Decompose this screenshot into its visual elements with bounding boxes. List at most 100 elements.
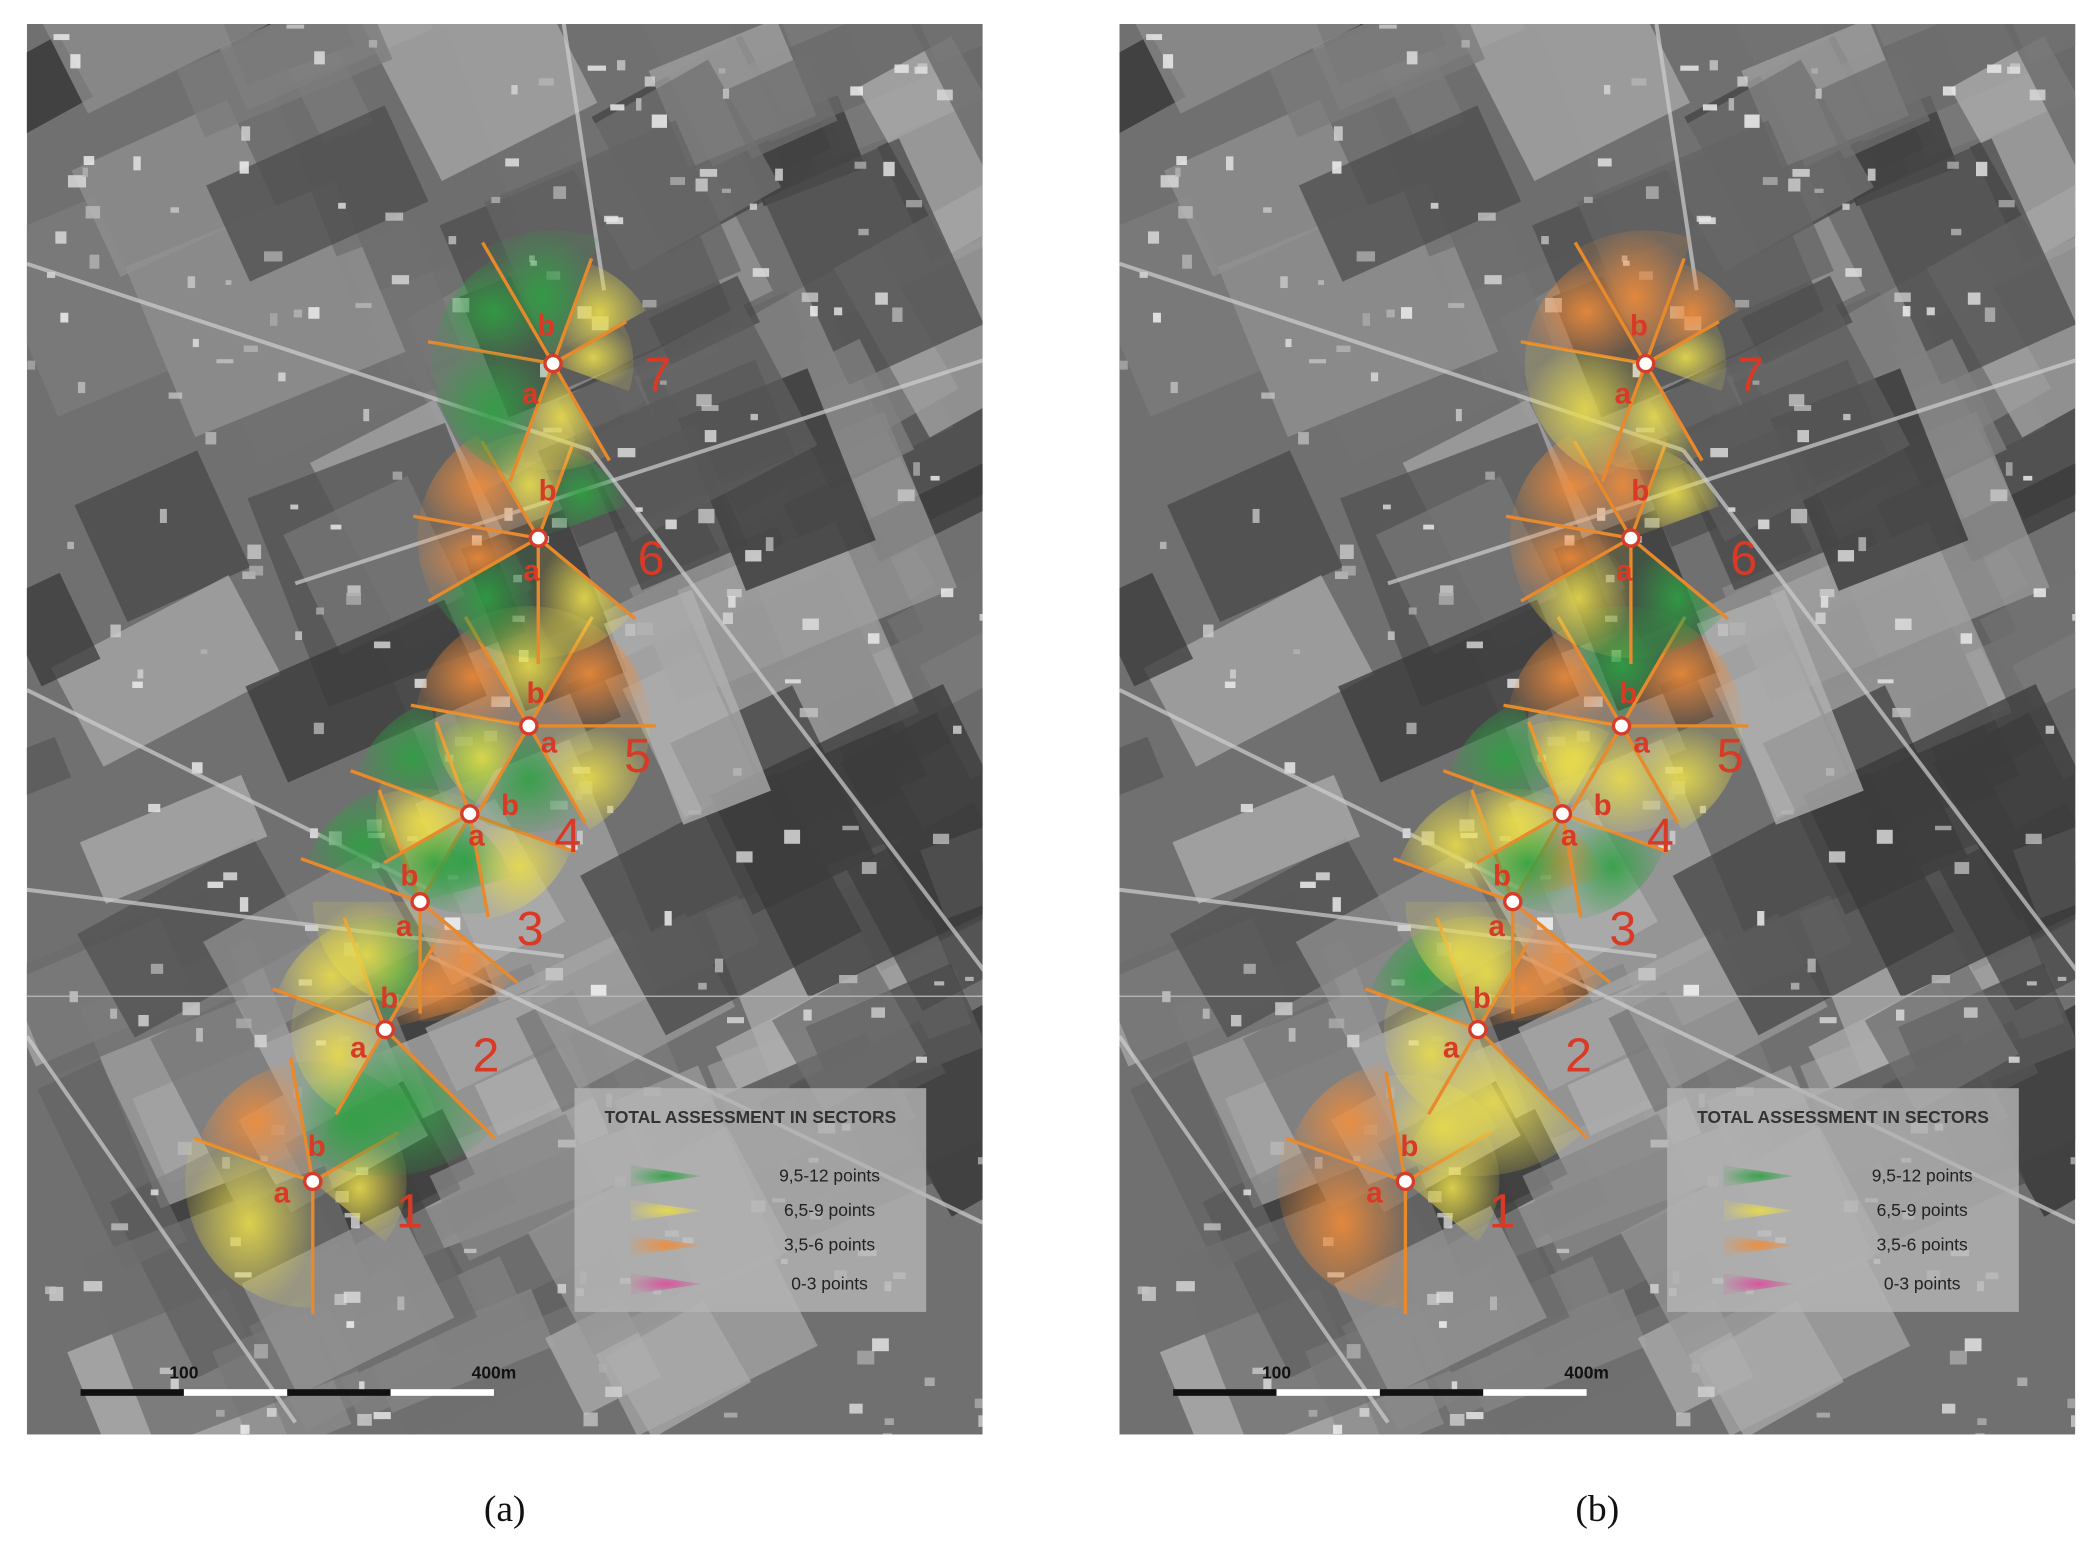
building [696,394,712,407]
building [1300,881,1316,888]
building [392,471,403,480]
building [1896,1009,1905,1021]
building [1449,1414,1465,1426]
building [27,360,36,370]
building [1461,40,1470,48]
building [1792,168,1810,177]
building [545,967,564,981]
building [701,405,719,411]
building [1702,104,1718,111]
scale-label: 400m [1564,1363,1609,1383]
building [974,1398,983,1409]
field [1856,138,2076,385]
point-number: 1 [1489,1185,1516,1239]
building [1645,186,1659,199]
building [884,1418,894,1426]
building [1315,872,1330,881]
building [695,178,708,192]
building [278,372,286,382]
building [368,40,378,48]
building [892,307,903,322]
building [883,161,895,177]
building [1490,1296,1497,1311]
building [1397,925,1412,932]
building [1815,88,1822,99]
building [308,307,320,319]
building [1484,275,1502,285]
building [636,98,642,111]
observation-point [543,353,563,374]
building [1541,236,1549,245]
building [651,114,667,128]
field [604,589,772,825]
legend-entry: 3,5-6 points [1877,1235,1968,1255]
building [1359,1408,1370,1417]
building [839,975,858,984]
sector-edge [468,813,490,918]
scale-label: 100 [169,1363,198,1383]
sector-edge [383,812,471,865]
sector-edge [551,257,594,365]
sector [1527,709,1622,807]
sector-edge [1476,1028,1589,1140]
sector [1475,813,1580,914]
field [74,450,251,622]
legend-entry: 6,5-9 points [1877,1200,1968,1220]
sector-edge [1629,536,1730,621]
building [254,1344,268,1359]
sector [1630,538,1724,658]
building [242,571,256,580]
point-number: 3 [517,902,544,956]
building [182,1002,200,1016]
field [1167,450,1343,622]
building [85,206,101,219]
building [1683,984,1700,997]
building [1318,280,1325,285]
building [1139,271,1148,278]
building [1362,313,1371,326]
building [979,614,983,621]
building [1162,54,1174,69]
side-label: b [1400,1130,1418,1163]
building [1280,276,1288,289]
building [932,833,950,845]
sector-edge [1570,725,1623,812]
building [2075,1420,2076,1433]
sector [420,901,513,1022]
building [1867,168,1876,181]
building [1975,1433,1985,1435]
building [89,254,100,269]
building [1895,618,1912,631]
field [1813,53,1931,159]
sector [278,923,386,1030]
sector-edge [481,241,555,365]
building [346,592,362,605]
building [699,168,718,177]
building [1892,707,1911,718]
building [940,588,954,598]
building [1455,408,1462,422]
building [1341,565,1356,576]
point-number: 1 [396,1185,423,1239]
building [391,275,410,285]
building [1243,963,1256,974]
field [1864,963,2019,1112]
building [67,541,74,550]
building [1790,982,1800,990]
building [1423,524,1435,530]
building [305,925,319,932]
building [1728,98,1735,111]
legend-swatch [1723,1200,1795,1222]
building [196,1027,203,1042]
building [604,215,619,222]
field [1119,736,1164,798]
building [1308,1409,1318,1417]
sector [375,781,470,861]
building [1438,592,1454,605]
building [148,803,161,813]
road [561,23,607,291]
side-label: a [274,1177,291,1210]
building [1811,68,1819,74]
building [1347,1034,1360,1048]
